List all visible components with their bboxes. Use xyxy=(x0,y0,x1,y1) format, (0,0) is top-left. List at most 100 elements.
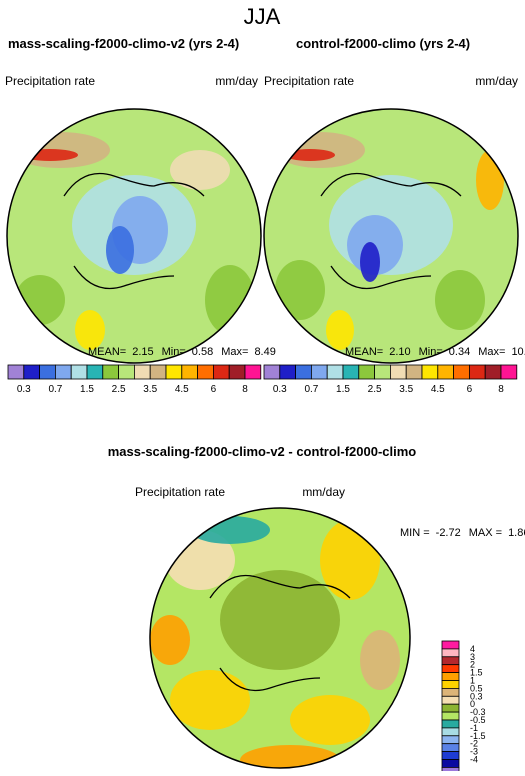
map-field xyxy=(264,109,518,363)
units-label: mm/day xyxy=(302,485,345,499)
field-region xyxy=(75,310,105,350)
colorbar-label: 8 xyxy=(498,384,504,395)
colorbar-box xyxy=(86,364,104,380)
colorbar-box xyxy=(441,664,460,674)
colorbar-label: 1.5 xyxy=(336,384,350,395)
colorbar-box xyxy=(358,364,375,380)
colorbar-box xyxy=(441,640,460,650)
colorbar-label: 2.5 xyxy=(368,384,382,395)
coastline xyxy=(209,574,351,692)
map-field xyxy=(7,109,261,363)
map-border xyxy=(149,507,411,769)
stat-label: MAX = xyxy=(469,527,502,539)
colorbar-box xyxy=(374,364,391,380)
colorbar-box xyxy=(212,364,230,380)
panel-title: mass-scaling-f2000-climo-v2 (yrs 2-4) xyxy=(8,36,239,51)
stat-value: 8.49 xyxy=(254,346,275,358)
panel-title: control-f2000-climo (yrs 2-4) xyxy=(296,36,470,51)
colorbar-label: 3 xyxy=(470,652,475,662)
colorbar-box xyxy=(7,364,25,380)
field-region xyxy=(106,226,134,274)
colorbar-box xyxy=(389,364,407,380)
colorbar-box xyxy=(441,672,460,681)
colorbar-label: -4 xyxy=(470,755,478,765)
colorbar-label: 0.7 xyxy=(48,384,62,395)
colorbar-box xyxy=(39,364,56,380)
stat-label: Min= xyxy=(419,346,443,358)
coastline xyxy=(320,172,462,290)
maps xyxy=(6,108,519,769)
colorbar-box xyxy=(197,364,214,380)
difference-title: mass-scaling-f2000-climo-v2 - control-f2… xyxy=(108,444,417,459)
figure-title: JJA xyxy=(244,4,281,29)
colorbar-label: -1.5 xyxy=(470,731,486,741)
colorbar-box xyxy=(181,364,199,380)
colorbar-box xyxy=(55,364,72,380)
variable-label: Precipitation rate xyxy=(264,74,354,88)
colorbar-box xyxy=(441,656,460,666)
colorbar-box xyxy=(453,364,470,380)
colorbar-box xyxy=(165,364,183,380)
colorbar-label: 6 xyxy=(211,384,217,395)
field-region xyxy=(320,520,380,600)
colorbar-label: -3 xyxy=(470,747,478,757)
stat-value: -2.72 xyxy=(436,527,461,539)
colorbar-box xyxy=(500,364,518,380)
colorbar-label: 0.3 xyxy=(273,384,287,395)
field-region xyxy=(326,310,354,350)
stat-value: 0.34 xyxy=(449,346,470,358)
field-region xyxy=(22,149,78,161)
colorbar-label: 2.5 xyxy=(112,384,126,395)
map-border xyxy=(6,108,262,364)
field-region xyxy=(476,150,504,210)
colorbar-box xyxy=(441,767,460,776)
colorbar-box xyxy=(441,688,460,697)
colorbar-label: 4.5 xyxy=(431,384,445,395)
stat-label: MEAN= xyxy=(345,346,383,358)
colorbar-box xyxy=(70,364,88,380)
colorbar-label: 6 xyxy=(467,384,473,395)
colorbar-label: -0.3 xyxy=(470,707,486,717)
map-border xyxy=(263,108,519,364)
field-region xyxy=(360,242,380,282)
colorbar-label: 3.5 xyxy=(399,384,413,395)
colorbar-label: -1 xyxy=(470,723,478,733)
colorbar-label: 0.7 xyxy=(304,384,318,395)
colorbar-box xyxy=(310,364,328,380)
colorbar-box xyxy=(484,364,502,380)
colorbar-box xyxy=(441,648,460,658)
colorbar-box xyxy=(441,743,460,753)
colorbar-box xyxy=(441,695,460,705)
field-region xyxy=(435,270,485,330)
colorbar-label: 1.5 xyxy=(470,668,483,678)
colorbar-label: 0.3 xyxy=(17,384,31,395)
field-region xyxy=(170,670,250,730)
variable-label: Precipitation rate xyxy=(5,74,95,88)
units-label: mm/day xyxy=(475,74,518,88)
colorbar-label: 1 xyxy=(470,676,475,686)
colorbar-box xyxy=(441,680,460,689)
colorbar-label: 0 xyxy=(470,699,475,709)
colorbar-label: 0.5 xyxy=(470,683,483,693)
colorbar-box xyxy=(23,364,40,380)
colorbar-box xyxy=(441,703,460,713)
colorbar-box xyxy=(405,364,423,380)
units-label: mm/day xyxy=(215,74,258,88)
field-region xyxy=(285,149,335,161)
colorbar-box xyxy=(295,364,312,380)
colorbar-box xyxy=(441,751,460,760)
colorbar-label: -0.5 xyxy=(470,715,486,725)
colorbar-box xyxy=(441,711,460,721)
colorbar-box xyxy=(441,759,460,768)
colorbar-label: 8 xyxy=(242,384,248,395)
field-region xyxy=(275,260,325,320)
colorbar-box xyxy=(437,364,454,380)
stat-value: 1.86 xyxy=(508,527,525,539)
stat-value: 10.18 xyxy=(511,346,525,358)
variable-label: Precipitation rate xyxy=(135,485,225,499)
colorbar-label: 4.5 xyxy=(175,384,189,395)
stat-value: 2.15 xyxy=(132,346,153,358)
field-region xyxy=(360,630,400,690)
colorbar-box xyxy=(326,364,344,380)
colorbar-box xyxy=(441,727,460,737)
